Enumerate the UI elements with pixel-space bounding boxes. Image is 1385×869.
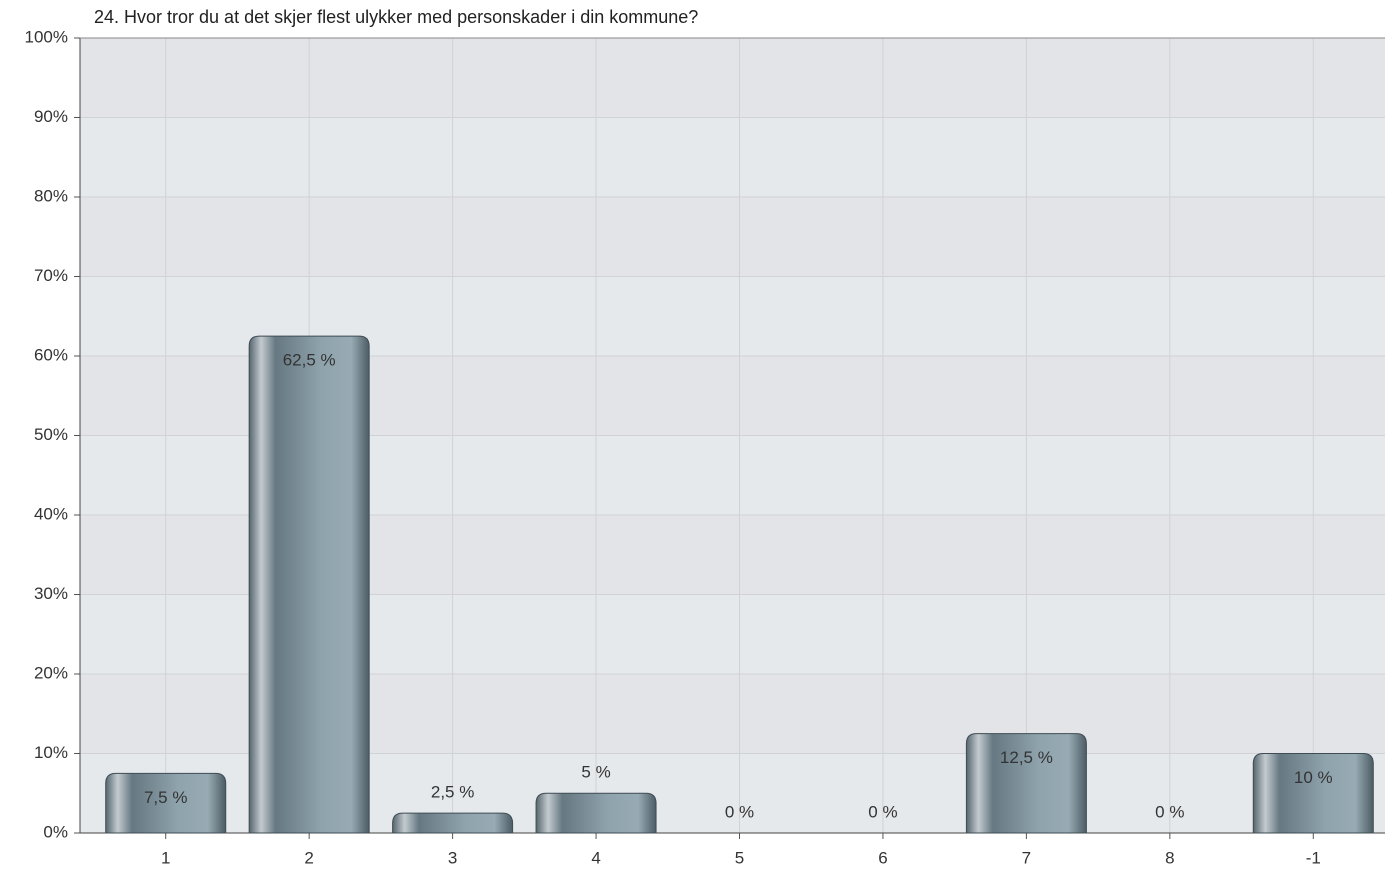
- y-tick-label: 50%: [34, 425, 68, 444]
- value-label: 5 %: [581, 763, 610, 782]
- y-tick-label: 20%: [34, 663, 68, 682]
- bar: [105, 772, 227, 834]
- value-label: 0 %: [725, 802, 754, 821]
- chart-title: 24. Hvor tror du at det skjer flest ulyk…: [94, 7, 698, 27]
- x-tick-label: 6: [878, 848, 887, 867]
- y-tick-label: 0%: [43, 822, 68, 841]
- value-label: 7,5 %: [144, 788, 187, 807]
- bar: [248, 335, 370, 834]
- plot-band: [80, 117, 1385, 197]
- value-label: 12,5 %: [1000, 748, 1053, 767]
- value-label: 0 %: [1155, 802, 1184, 821]
- y-tick-label: 80%: [34, 186, 68, 205]
- x-tick-label: 5: [735, 848, 744, 867]
- bar: [535, 792, 657, 834]
- value-label: 10 %: [1294, 768, 1333, 787]
- y-tick-label: 40%: [34, 504, 68, 523]
- plot-band: [80, 38, 1385, 118]
- value-label: 0 %: [868, 802, 897, 821]
- y-tick-label: 90%: [34, 107, 68, 126]
- value-label: 62,5 %: [283, 351, 336, 370]
- x-tick-label: -1: [1306, 848, 1321, 867]
- x-tick-label: 1: [161, 848, 170, 867]
- x-tick-label: 3: [448, 848, 457, 867]
- plot-band: [80, 197, 1385, 277]
- bar: [392, 812, 514, 834]
- y-tick-label: 70%: [34, 266, 68, 285]
- y-tick-label: 60%: [34, 345, 68, 364]
- x-tick-label: 8: [1165, 848, 1174, 867]
- x-tick-label: 2: [304, 848, 313, 867]
- y-tick-label: 100%: [25, 27, 68, 46]
- bar: [1252, 753, 1374, 834]
- value-label: 2,5 %: [431, 783, 474, 802]
- bar: [965, 733, 1087, 834]
- x-tick-label: 7: [1022, 848, 1031, 867]
- y-tick-label: 10%: [34, 743, 68, 762]
- y-tick-label: 30%: [34, 584, 68, 603]
- x-tick-label: 4: [591, 848, 600, 867]
